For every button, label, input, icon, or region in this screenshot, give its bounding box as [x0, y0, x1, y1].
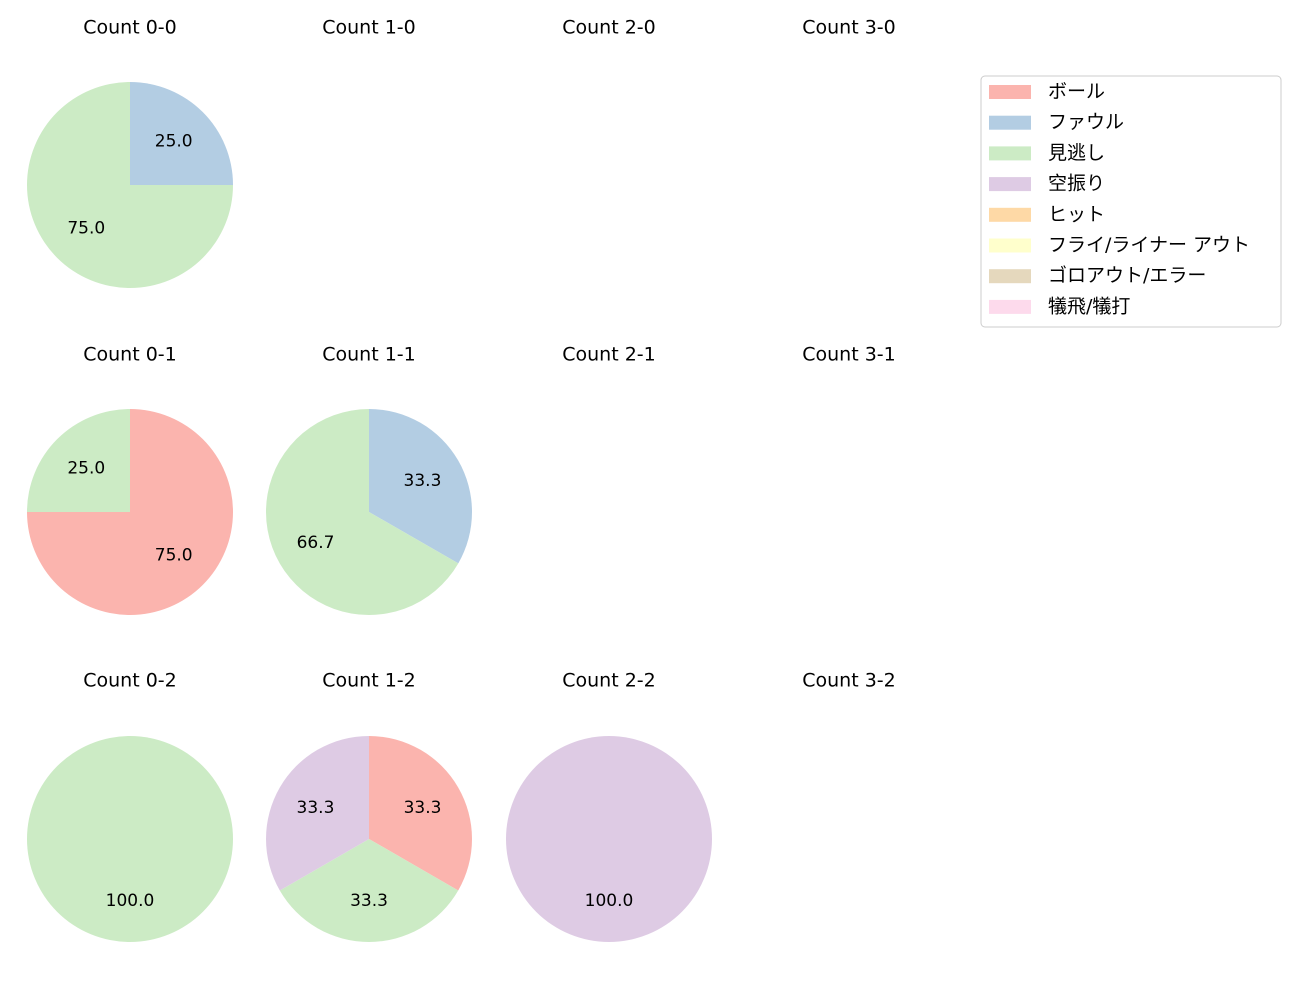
legend-swatch: [989, 269, 1031, 284]
legend-label: ボール: [1048, 81, 1105, 103]
pie-slice: [266, 736, 369, 891]
chart-title: Count 3-2: [802, 670, 896, 692]
chart-title: Count 1-2: [322, 670, 416, 692]
legend-swatch: [989, 85, 1031, 99]
legend-swatch: [989, 238, 1031, 253]
legend-swatch: [989, 177, 1031, 192]
value-label: 75.0: [67, 219, 105, 239]
value-label: 33.3: [404, 798, 442, 818]
legend-label: 空振り: [1048, 173, 1105, 195]
value-label: 100.0: [585, 891, 634, 911]
value-label: 25.0: [155, 131, 193, 151]
chart-title: Count 1-1: [322, 344, 416, 366]
legend-label: ヒット: [1048, 203, 1105, 225]
legend-swatch: [989, 146, 1031, 161]
pie-slice: [506, 736, 712, 942]
chart-title: Count 2-2: [562, 670, 656, 692]
pie-slice: [27, 82, 233, 288]
value-label: 66.7: [297, 533, 335, 553]
legend-label: ファウル: [1048, 111, 1124, 133]
pie-slice: [27, 409, 130, 512]
chart-title: Count 0-1: [83, 344, 177, 366]
value-label: 25.0: [67, 458, 105, 478]
value-label: 33.3: [404, 471, 442, 491]
pie-slice: [266, 409, 459, 616]
chart-title: Count 1-0: [322, 17, 416, 39]
pie-slice: [27, 736, 233, 942]
legend-swatch: [989, 207, 1031, 222]
chart-title: Count 2-1: [562, 344, 656, 366]
chart-title: Count 0-2: [83, 670, 177, 692]
pie-slice: [369, 409, 472, 564]
chart-title: Count 2-0: [562, 17, 656, 39]
chart-title: Count 3-1: [802, 344, 896, 366]
value-label: 33.3: [350, 891, 388, 911]
value-label: 100.0: [106, 891, 155, 911]
legend-swatch: [989, 115, 1031, 130]
legend-label: 見逃し: [1048, 142, 1105, 164]
legend-label: フライ/ライナー アウト: [1048, 234, 1250, 256]
pie-slice: [130, 82, 233, 185]
chart-title: Count 0-0: [83, 17, 177, 39]
legend-label: ゴロアウト/エラー: [1048, 265, 1206, 287]
legend-swatch: [989, 299, 1031, 314]
legend-box: [980, 75, 1282, 328]
legend-label: 犠飛/犠打: [1048, 295, 1130, 317]
chart-title: Count 3-0: [802, 17, 896, 39]
value-label: 75.0: [155, 546, 193, 566]
value-label: 33.3: [297, 798, 335, 818]
pie-slice: [369, 736, 472, 891]
